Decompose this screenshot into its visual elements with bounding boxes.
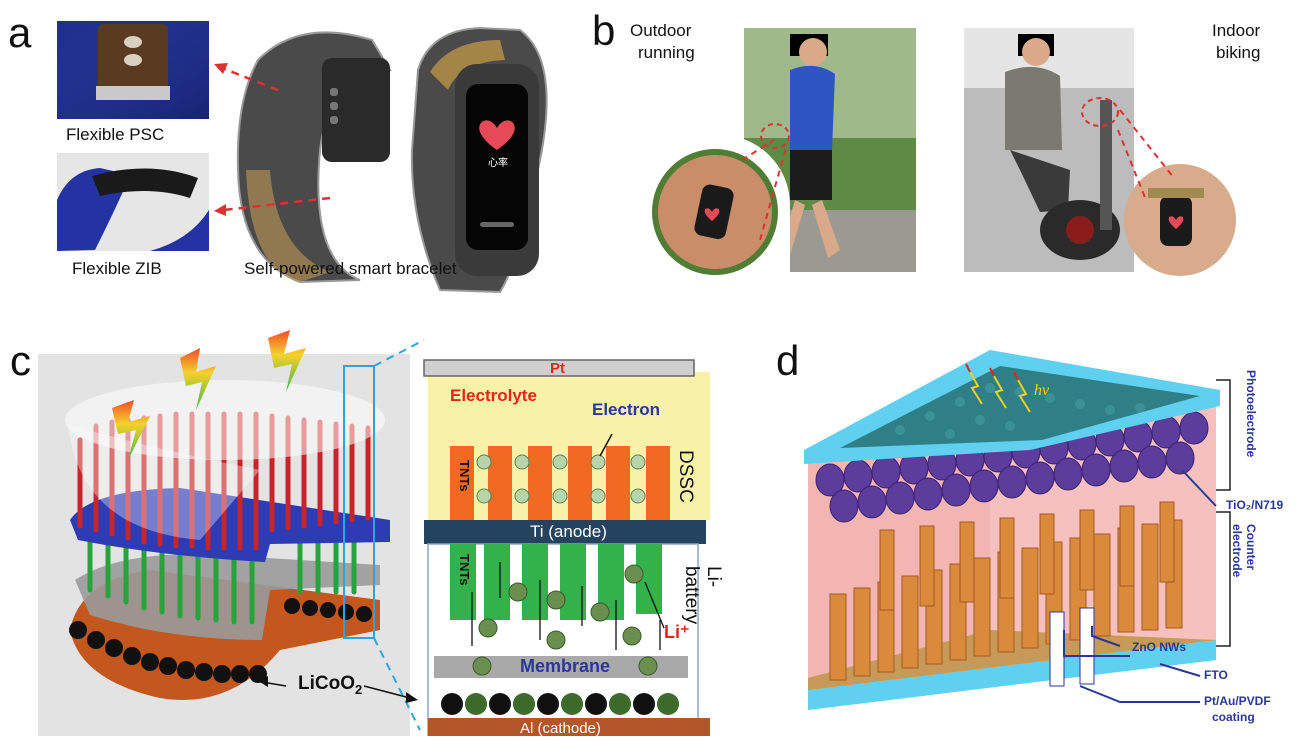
panel-c-illustration bbox=[38, 330, 710, 736]
indoor-wrist-closeup bbox=[1124, 164, 1236, 276]
licoo2-subscript: 2 bbox=[355, 681, 363, 697]
tio2-n719-label: TiO₂/N719 bbox=[1226, 498, 1284, 512]
flexible-psc-caption: Flexible PSC bbox=[66, 125, 165, 144]
outdoor-label-line1: Outdoor bbox=[630, 21, 692, 40]
photoelectrode-label: Photoelectrode bbox=[1244, 370, 1258, 458]
licoo2-text: LiCoO bbox=[298, 673, 355, 694]
electrolyte-label: Electrolyte bbox=[450, 386, 537, 405]
coating-label-line1: Pt/Au/PVDF bbox=[1204, 694, 1271, 708]
zno-nws-label: ZnO NWs bbox=[1132, 640, 1186, 654]
bracelet-back bbox=[236, 31, 392, 284]
indoor-biking-photo bbox=[964, 28, 1134, 272]
indoor-label-line1: Indoor bbox=[1212, 21, 1261, 40]
dssc-li-battery-schematic bbox=[423, 359, 710, 736]
indoor-label-line2: biking bbox=[1216, 43, 1261, 62]
tio2-n719-layer bbox=[815, 411, 1209, 523]
hv-label: hv bbox=[1034, 382, 1050, 399]
photoelectrode-discs bbox=[895, 383, 1145, 439]
tnts-bottom-label: TNTs bbox=[457, 554, 472, 586]
al-cathode-label: Al (cathode) bbox=[520, 720, 601, 737]
watch-heart-rate-text: 心率 bbox=[488, 158, 508, 169]
licoo2-label: LiCoO2 bbox=[298, 673, 362, 697]
ti-anode-label: Ti (anode) bbox=[530, 522, 607, 541]
bracelet-front bbox=[410, 26, 548, 294]
tnts-top-label: TNTs bbox=[457, 460, 472, 492]
pt-label: Pt bbox=[550, 360, 565, 377]
panel-d: hv Photoelectrode TiO₂/N719 Counter elec… bbox=[780, 330, 1304, 736]
panel-label-d: d bbox=[776, 337, 800, 384]
counter-electrode-label: Counter electrode bbox=[1230, 524, 1258, 578]
membrane-label: Membrane bbox=[520, 656, 611, 676]
panel-d-illustration bbox=[804, 350, 1231, 710]
outdoor-wrist-closeup bbox=[652, 149, 778, 275]
panel-label-b: b bbox=[592, 7, 616, 54]
panel-label-a: a bbox=[8, 9, 32, 56]
outdoor-label-line2: running bbox=[638, 43, 695, 62]
coating-label-line2: coating bbox=[1212, 710, 1255, 724]
zib-arrow bbox=[214, 196, 331, 216]
panel-a-illustration bbox=[57, 21, 548, 294]
panel-b: Outdoor running Indoor biking bbox=[600, 0, 1304, 300]
electron-label: Electron bbox=[592, 400, 661, 419]
dssc-label: DSSC bbox=[675, 450, 696, 503]
flexible-zib-photo bbox=[57, 153, 209, 251]
psc-arrow bbox=[214, 63, 279, 92]
lightning-bolts bbox=[112, 330, 306, 460]
bracelet-caption: Self-powered smart bracelet bbox=[244, 259, 457, 278]
flexible-zib-caption: Flexible ZIB bbox=[72, 259, 162, 278]
fto-label: FTO bbox=[1204, 668, 1228, 682]
dssc-battery-device-3d bbox=[65, 330, 390, 700]
flexible-psc-photo bbox=[57, 21, 209, 119]
panel-a: 心率 Flexible PSC Flexible ZIB Self-powere… bbox=[0, 0, 580, 300]
panel-c: LiCoO2 Pt Electrolyte Electron DSSC TNTs… bbox=[0, 330, 730, 737]
li-ion-label: Li⁺ bbox=[664, 622, 690, 642]
panel-label-c: c bbox=[10, 337, 31, 384]
li-battery-label: Li-battery bbox=[681, 566, 724, 625]
panel-b-illustration bbox=[650, 28, 1267, 283]
